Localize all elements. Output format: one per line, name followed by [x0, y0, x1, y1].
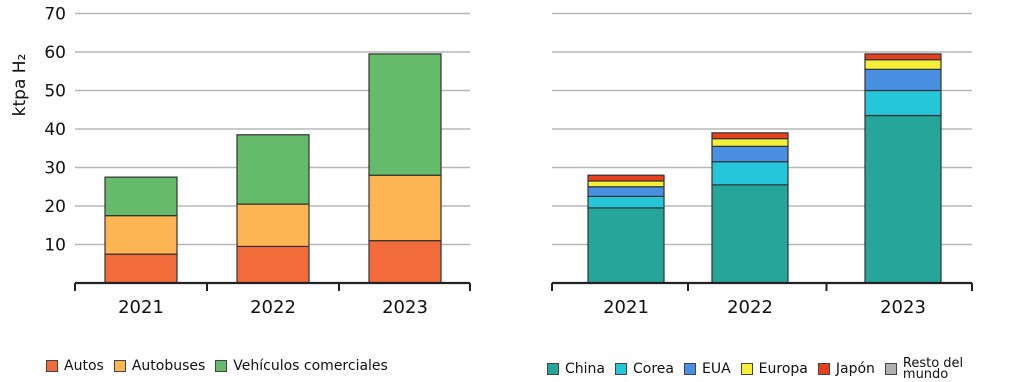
- legend-item: Autos: [46, 358, 104, 374]
- legend-swatch: [741, 363, 753, 375]
- x-tick-label: 2022: [250, 297, 296, 318]
- y-tick-label: 50: [44, 82, 66, 102]
- x-tick-label: 2021: [118, 297, 164, 318]
- bar-segment: [369, 54, 441, 175]
- chart-left: 10 20 30 40 50 60 70 ktpa H₂ 2021 2022 2023: [10, 5, 470, 319]
- bar-segment: [105, 254, 177, 283]
- chart-right: 2021 2022 2023: [552, 14, 972, 319]
- legend-swatch: [684, 363, 696, 375]
- legend-swatch: [615, 363, 627, 375]
- bar-segment: [865, 54, 941, 60]
- legend-swatch: [818, 363, 830, 375]
- legend-swatch: [46, 360, 58, 372]
- bar-segment: [865, 116, 941, 283]
- legend-label: China: [565, 361, 605, 377]
- legend-label: Europa: [759, 361, 808, 377]
- bar-segment: [588, 208, 664, 283]
- bar-segment: [865, 91, 941, 116]
- legend-label: EUA: [702, 361, 731, 377]
- bar-segment: [105, 177, 177, 216]
- legend-label: Vehículos comerciales: [233, 358, 388, 374]
- bar-segment: [588, 196, 664, 208]
- legend-item: Vehículos comerciales: [215, 358, 388, 374]
- x-tick-label: 2022: [727, 297, 773, 318]
- y-tick-label: 30: [44, 159, 66, 179]
- legend-label: Resto del mundo: [903, 358, 965, 380]
- legend-swatch: [215, 360, 227, 372]
- legend-item: China: [547, 361, 605, 377]
- legend-item: Corea: [615, 361, 674, 377]
- x-tick-label: 2023: [382, 297, 428, 318]
- legend-swatch: [547, 363, 559, 375]
- y-axis-label: ktpa H₂: [10, 54, 30, 117]
- legend-label: Corea: [633, 361, 674, 377]
- bar-segment: [865, 69, 941, 90]
- legend-left: Autos Autobuses Vehículos comerciales: [46, 358, 398, 374]
- bar-segment: [369, 241, 441, 283]
- bar-segment: [712, 185, 788, 283]
- bar-segment: [712, 146, 788, 161]
- legend-label: Autos: [64, 358, 104, 374]
- bar-segment: [237, 135, 309, 204]
- bar-segment: [588, 181, 664, 187]
- x-tick-label: 2021: [603, 297, 649, 318]
- bar-segment: [369, 175, 441, 240]
- legend-swatch: [885, 363, 897, 375]
- x-tick-label: 2023: [880, 297, 926, 318]
- legend-item: EUA: [684, 361, 731, 377]
- legend-item: Resto del mundo: [885, 358, 965, 380]
- y-tick-label: 20: [44, 197, 66, 217]
- bar-segment: [237, 246, 309, 283]
- bar-segment: [588, 187, 664, 197]
- bar-segment: [237, 204, 309, 246]
- legend-label: Autobuses: [132, 358, 205, 374]
- bar-segment: [588, 175, 664, 181]
- bar-segment: [712, 162, 788, 185]
- legend-label: Japón: [836, 361, 875, 377]
- y-tick-label: 10: [44, 236, 66, 256]
- bar-segment: [865, 60, 941, 70]
- bar-segment: [712, 133, 788, 139]
- y-tick-label: 70: [44, 5, 66, 25]
- legend-swatch: [114, 360, 126, 372]
- bar-segment: [712, 139, 788, 147]
- legend-item: Europa: [741, 361, 808, 377]
- legend-right: China Corea EUA Europa Japón Resto del mundo: [547, 358, 975, 380]
- y-tick-label: 40: [44, 120, 66, 140]
- bar-segment: [105, 216, 177, 255]
- legend-item: Autobuses: [114, 358, 205, 374]
- y-tick-label: 60: [44, 43, 66, 63]
- legend-item: Japón: [818, 361, 875, 377]
